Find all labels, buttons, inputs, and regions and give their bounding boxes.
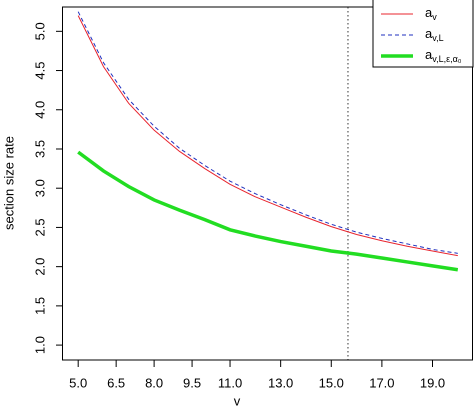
legend-subscript: v <box>432 12 437 22</box>
x-tick-label: 5.0 <box>69 375 87 390</box>
y-tick-label: 2.5 <box>32 218 47 236</box>
x-tick-label: 9.5 <box>183 375 201 390</box>
series-line <box>77 150 459 272</box>
legend-name: a <box>425 47 433 62</box>
legend-name: a <box>425 26 433 41</box>
y-tick-label: 5.0 <box>32 22 47 40</box>
x-tick-label: 8.0 <box>145 375 163 390</box>
y-tick-label: 4.0 <box>32 101 47 119</box>
legend-name: a <box>425 5 433 20</box>
x-tick-label: 19.0 <box>420 375 445 390</box>
y-tick-label: 1.5 <box>32 297 47 315</box>
legend-label: av,L,ε,α₀ <box>425 47 462 64</box>
plot-frame <box>62 6 473 361</box>
y-tick-label: 2.0 <box>32 258 47 276</box>
x-axis-label: v <box>234 393 241 408</box>
y-tick-label: 4.5 <box>32 62 47 80</box>
x-tick-label: 17.0 <box>369 375 394 390</box>
series-line <box>77 15 458 257</box>
y-tick-label: 3.5 <box>32 140 47 158</box>
legend-label: av,L <box>425 26 444 43</box>
legend-label: av <box>425 5 437 22</box>
y-tick-label: 3.0 <box>32 179 47 197</box>
x-tick-label: 15.0 <box>319 375 344 390</box>
series-line <box>77 11 458 254</box>
x-tick-label: 6.5 <box>107 375 125 390</box>
legend-subscript: v,L,ε,α₀ <box>432 54 462 64</box>
x-tick-label: 11.0 <box>218 375 242 390</box>
y-tick-label: 1.0 <box>32 336 47 354</box>
legend-subscript: v,L <box>432 33 443 43</box>
y-axis-label: section size rate <box>1 136 16 230</box>
x-tick-label: 13.0 <box>268 375 293 390</box>
